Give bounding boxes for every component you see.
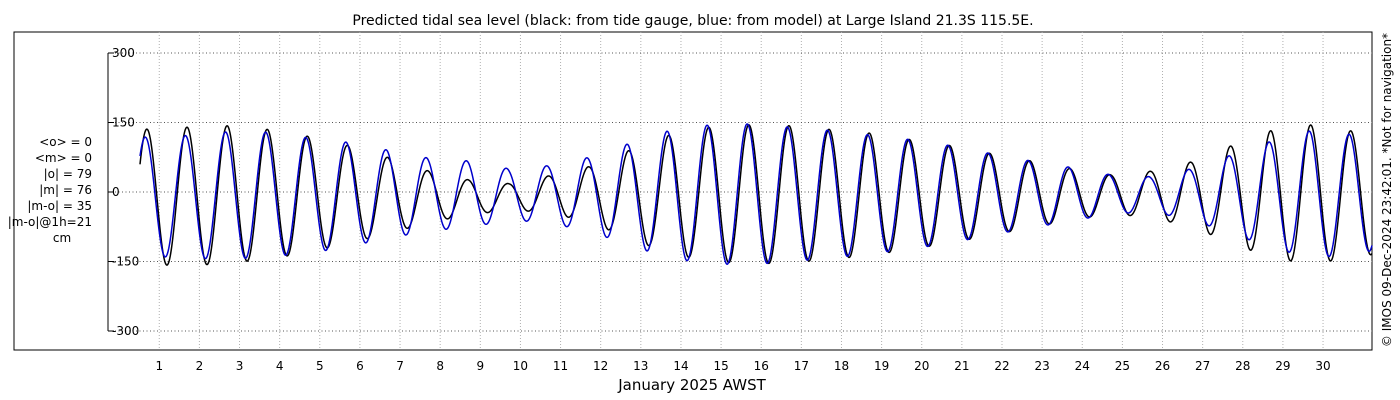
- x-tick-label: 21: [954, 359, 969, 373]
- stats-line: <o> = 0: [39, 135, 92, 149]
- x-tick-label: 22: [994, 359, 1009, 373]
- x-tick-label: 9: [476, 359, 484, 373]
- x-tick-label: 5: [316, 359, 324, 373]
- chart-title: Predicted tidal sea level (black: from t…: [352, 13, 1033, 29]
- x-tick-label: 19: [874, 359, 889, 373]
- x-tick-label: 1: [155, 359, 163, 373]
- x-tick-label: 20: [914, 359, 929, 373]
- stats-line: |m-o|@1h=21: [8, 215, 92, 229]
- x-tick-label: 28: [1235, 359, 1250, 373]
- stats-line: cm: [53, 231, 71, 245]
- x-tick-label: 18: [834, 359, 849, 373]
- x-tick-label: 24: [1075, 359, 1090, 373]
- x-tick-label: 7: [396, 359, 404, 373]
- x-tick-label: 12: [593, 359, 608, 373]
- series-line-model: [139, 123, 1373, 265]
- x-tick-label: 10: [513, 359, 528, 373]
- y-tick-label: 150: [112, 116, 135, 130]
- outer-frame: [13, 31, 1373, 351]
- x-tick-label: 16: [754, 359, 769, 373]
- x-tick-label: 23: [1034, 359, 1049, 373]
- x-tick-label: 2: [196, 359, 204, 373]
- stats-line: |o| = 79: [44, 167, 92, 181]
- credit-text: © IMOS 09-Dec-2024 23:42:01. *Not for na…: [1380, 33, 1394, 347]
- x-tick-label: 26: [1155, 359, 1170, 373]
- x-tick-label: 29: [1275, 359, 1290, 373]
- x-tick-labels: 1 2 3 4 5 6 7 8 9 10 11 12 13 14 15 16 17 18 19 20 21 22 23 24 2…: [155, 359, 1330, 373]
- series-line-tide-gauge: [139, 124, 1373, 266]
- y-tick-label: -300: [112, 324, 139, 338]
- grid: [108, 32, 1372, 350]
- y-axis: [107, 52, 114, 332]
- y-tick-labels: -300 -150 0 150 300: [112, 46, 139, 338]
- stats-panel: <o> = 0 <m> = 0 |o| = 79 |m| = 76 |m-o| = 35…: [8, 135, 92, 245]
- stats-line: <m> = 0: [35, 151, 92, 165]
- x-tick-label: 11: [553, 359, 568, 373]
- x-tick-label: 17: [794, 359, 809, 373]
- x-tick-label: 15: [713, 359, 728, 373]
- y-tick-label: 0: [112, 185, 120, 199]
- y-tick-label: -150: [112, 255, 139, 269]
- x-tick-label: 30: [1315, 359, 1330, 373]
- x-tick-label: 3: [236, 359, 244, 373]
- stats-line: |m| = 76: [39, 183, 92, 197]
- x-tick-label: 13: [633, 359, 648, 373]
- x-tick-label: 14: [673, 359, 688, 373]
- stats-line: |m-o| = 35: [27, 199, 92, 213]
- series-lines: [139, 123, 1373, 266]
- y-tick-label: 300: [112, 46, 135, 60]
- x-tick-label: 6: [356, 359, 364, 373]
- x-tick-label: 8: [436, 359, 444, 373]
- x-tick-label: 27: [1195, 359, 1210, 373]
- x-tick-label: 4: [276, 359, 284, 373]
- x-axis-title: January 2025 AWST: [617, 376, 766, 394]
- x-tick-label: 25: [1115, 359, 1130, 373]
